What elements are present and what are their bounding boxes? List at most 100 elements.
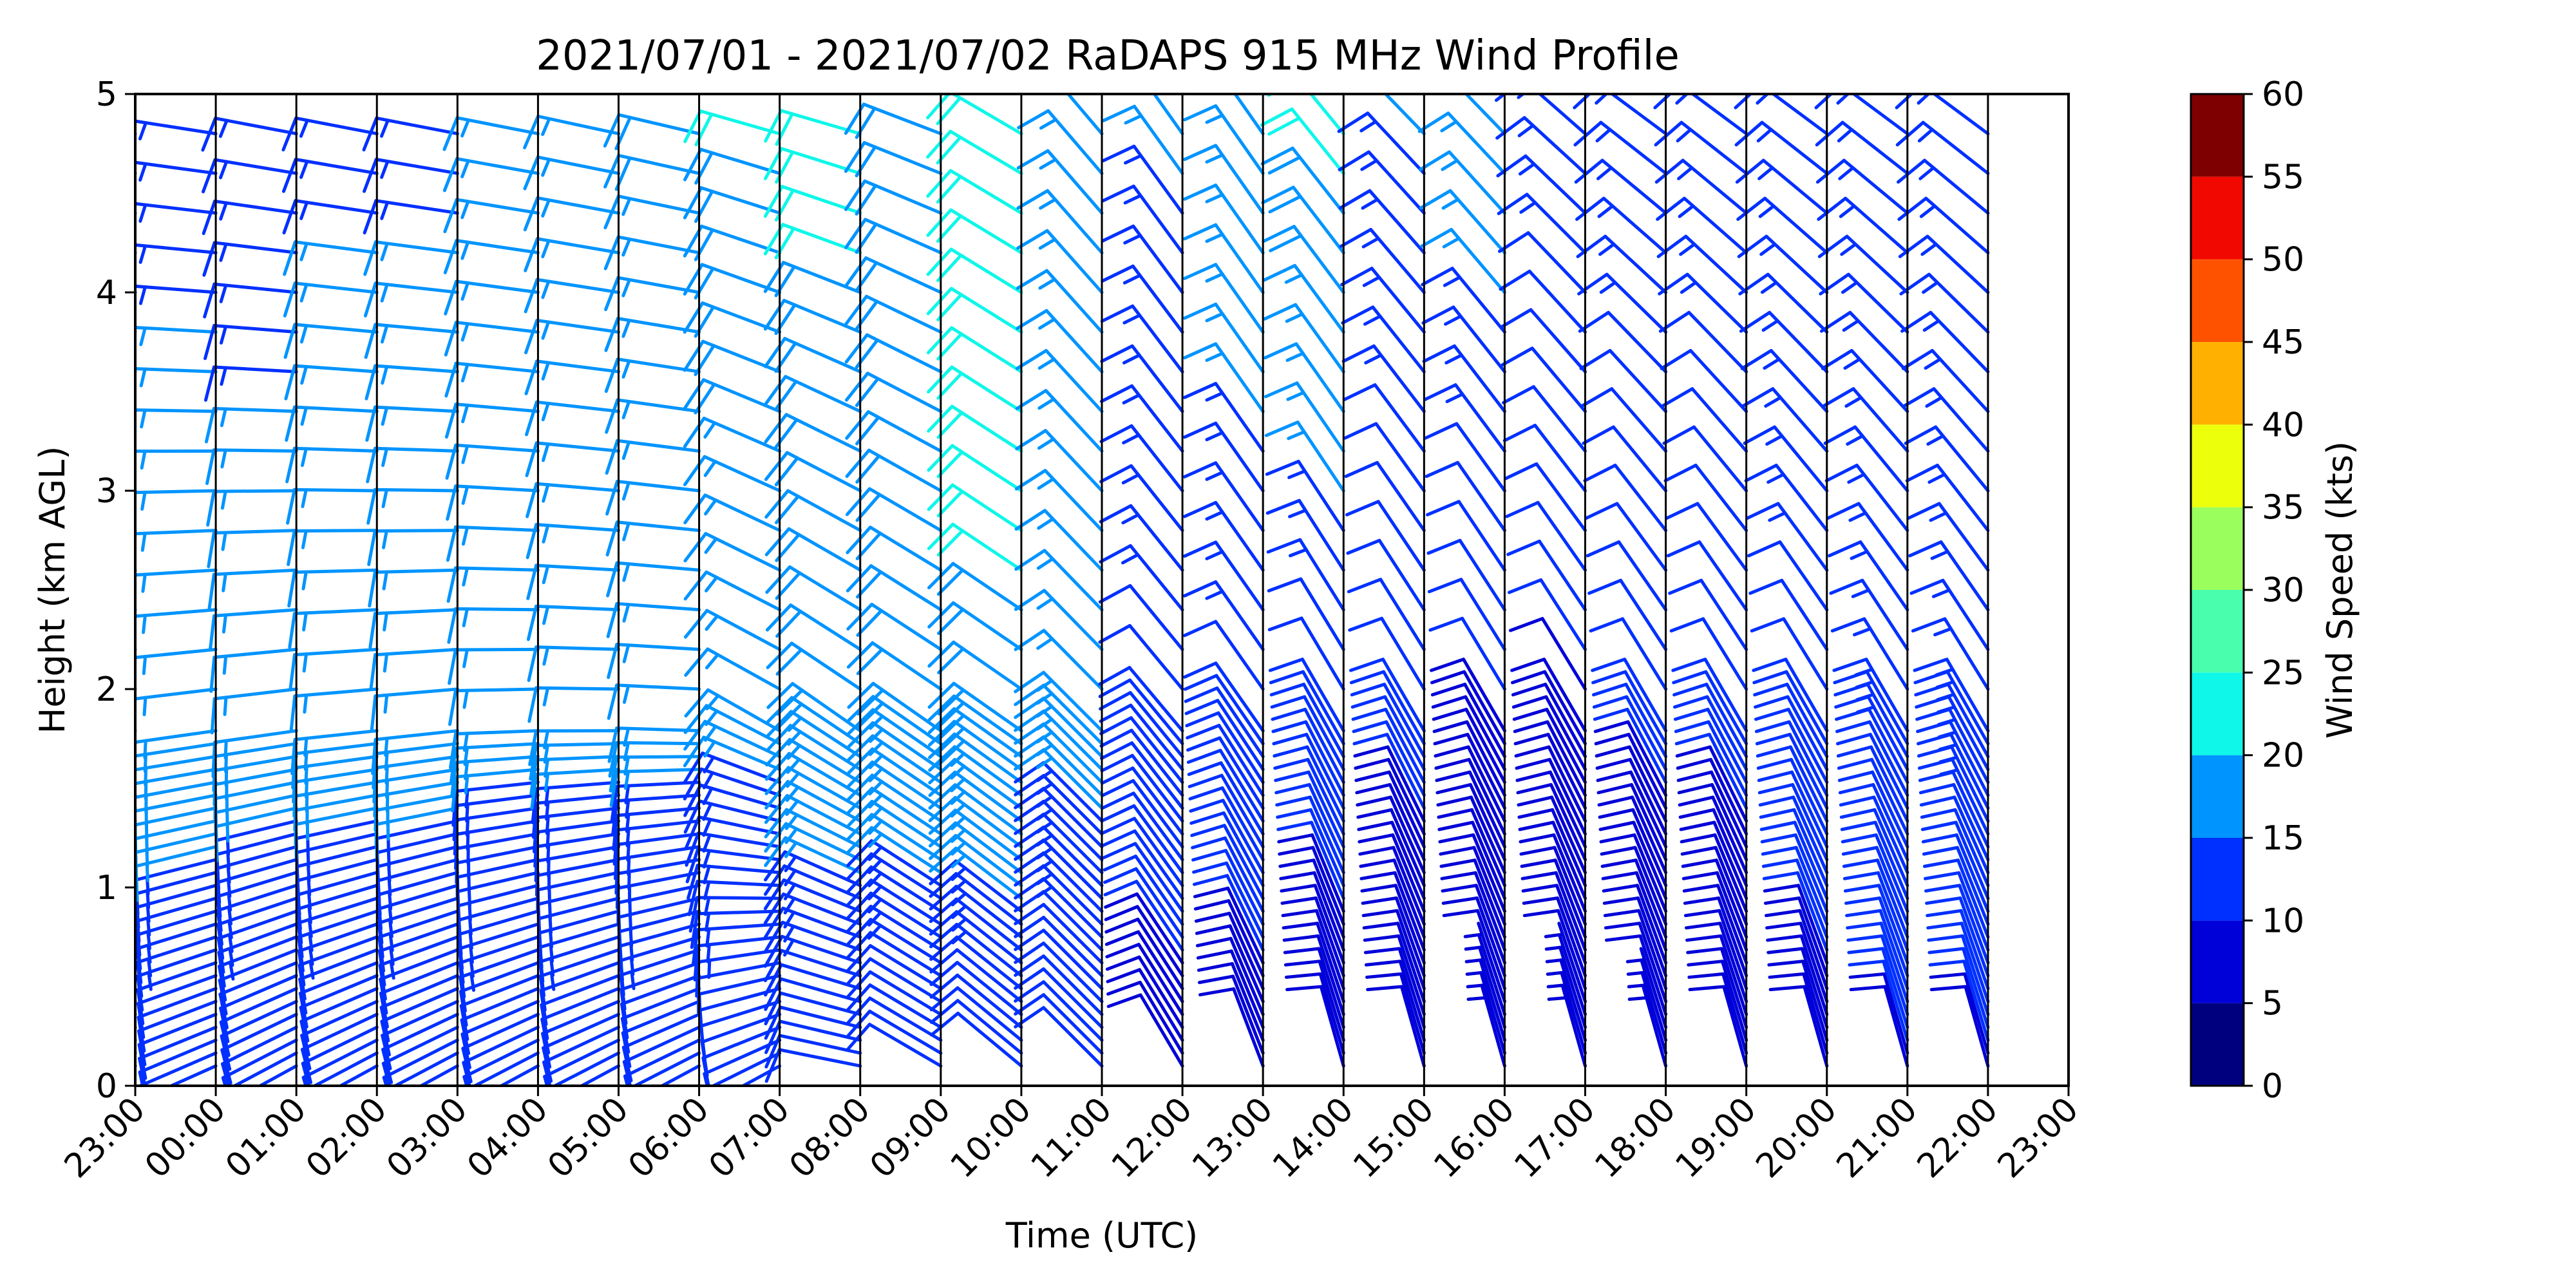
barb-flag xyxy=(1578,310,1611,333)
barb-half-flag xyxy=(621,440,630,460)
barb-half-flag xyxy=(1444,314,1463,326)
wind-barb xyxy=(1101,184,1184,254)
wind-barb xyxy=(1627,985,1668,1068)
barb-flag xyxy=(1440,871,1477,880)
wind-barb xyxy=(1587,578,1668,651)
barb-flag xyxy=(1274,782,1311,795)
barb-shaft xyxy=(870,773,943,823)
barb-flag xyxy=(1361,896,1398,905)
wind-barb xyxy=(1496,154,1587,215)
barb-half-flag xyxy=(1287,430,1306,440)
wind-barb xyxy=(623,1038,701,1086)
barb-shaft xyxy=(375,845,459,869)
barb-shaft xyxy=(456,871,540,893)
barb-half-flag xyxy=(1927,473,1946,484)
barb-shaft xyxy=(535,278,620,294)
barb-flag xyxy=(1182,342,1218,360)
wind-barb xyxy=(1267,94,1345,136)
barb-shaft xyxy=(214,793,298,815)
barb-flag xyxy=(1744,463,1778,482)
barb-shaft xyxy=(951,601,1023,651)
wind-barb xyxy=(1913,658,1990,733)
barb-half-flag xyxy=(1465,971,1486,976)
wind-barb xyxy=(1104,930,1184,1003)
wind-barb xyxy=(1573,94,1668,136)
barb-flag xyxy=(1520,858,1557,868)
wind-barb xyxy=(927,404,1023,453)
barb-shaft xyxy=(1128,691,1184,759)
barb-half-flag xyxy=(381,447,388,468)
wind-barb xyxy=(1265,459,1345,533)
wind-barb xyxy=(1593,707,1668,784)
x-tick-label: 13:00 xyxy=(1185,1090,1280,1186)
barb-flag xyxy=(1098,678,1132,698)
barb-flag xyxy=(846,943,873,973)
barb-shaft xyxy=(1717,896,1748,978)
barb-half-flag xyxy=(1598,242,1616,256)
barb-shaft xyxy=(1639,947,1668,1029)
barb-flag xyxy=(1352,720,1388,734)
wind-barb xyxy=(926,208,1023,254)
barb-shaft xyxy=(1132,791,1184,862)
barb-flag xyxy=(764,109,783,143)
barb-flag xyxy=(929,884,958,911)
wind-barb xyxy=(1929,985,1990,1068)
barb-flag xyxy=(1434,757,1471,770)
barb-half-flag xyxy=(223,739,228,760)
wind-barb xyxy=(1768,972,1829,1055)
barb-shaft xyxy=(459,974,540,1008)
wind-barb xyxy=(369,647,459,690)
wind-barb xyxy=(929,859,1023,913)
barb-shaft xyxy=(1531,385,1587,453)
barb-half-flag xyxy=(1036,885,1054,898)
barb-shaft xyxy=(135,325,218,334)
wind-barb xyxy=(363,199,459,235)
barb-shaft xyxy=(1380,616,1426,691)
barb-flag xyxy=(287,571,296,608)
wind-barb xyxy=(527,686,620,723)
barb-half-flag xyxy=(867,871,883,887)
barb-half-flag xyxy=(140,408,147,429)
barb-flag xyxy=(58,1018,64,1052)
barb-shaft xyxy=(135,987,137,990)
barb-half-flag xyxy=(867,832,884,848)
barb-flag xyxy=(1835,720,1871,734)
barb-shaft xyxy=(1864,658,1909,733)
barb-shaft xyxy=(1793,820,1829,900)
barb-half-flag xyxy=(705,614,719,631)
barb-shaft xyxy=(1771,387,1829,453)
barb-shaft xyxy=(1041,812,1104,875)
barb-shaft xyxy=(1473,871,1506,952)
y-axis-label: Height (km AGL) xyxy=(32,446,73,734)
wind-barb xyxy=(135,160,218,182)
wind-barb xyxy=(1748,578,1829,651)
wind-barb xyxy=(448,647,540,685)
barb-shaft xyxy=(783,337,862,374)
barb-flag xyxy=(1188,773,1224,788)
barb-shaft xyxy=(1135,880,1184,952)
barb-shaft xyxy=(1397,947,1426,1029)
wind-barb xyxy=(1182,263,1265,334)
wind-barb xyxy=(135,251,137,254)
barb-flag xyxy=(1654,158,1685,184)
wind-barb xyxy=(1823,425,1909,493)
wind-barb xyxy=(527,645,620,682)
barb-half-flag xyxy=(1919,204,1937,218)
barb-half-flag xyxy=(303,693,308,714)
barb-flag xyxy=(204,324,216,361)
barb-flag xyxy=(612,813,619,851)
barb-flag xyxy=(1745,502,1780,520)
wind-barb xyxy=(690,909,782,949)
barb-shaft xyxy=(1599,120,1668,175)
wind-barb xyxy=(301,1025,379,1086)
barb-flag xyxy=(1099,424,1133,444)
wind-barb xyxy=(846,931,943,978)
wind-barb xyxy=(1839,808,1909,887)
barb-flag xyxy=(928,795,957,822)
barb-shaft xyxy=(1633,846,1668,926)
wind-barb xyxy=(1517,795,1587,875)
barb-half-flag xyxy=(222,613,227,634)
barb-shaft xyxy=(1637,909,1668,990)
wind-barb xyxy=(1575,196,1668,254)
barb-shaft xyxy=(535,845,620,863)
